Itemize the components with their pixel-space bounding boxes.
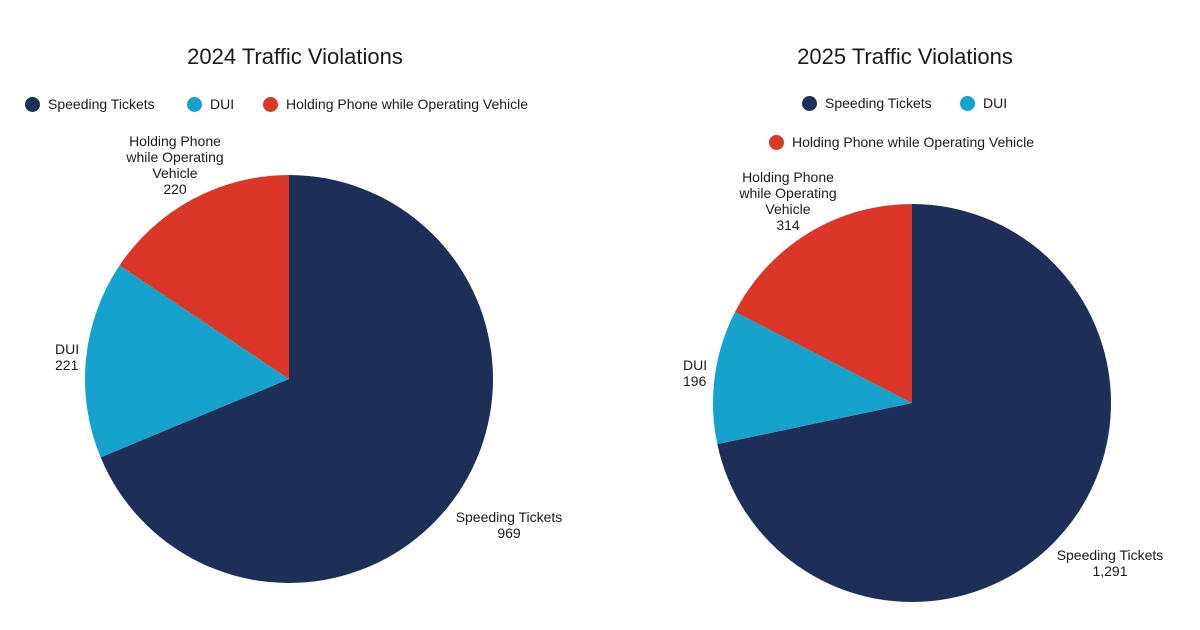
legend-label: Holding Phone while Operating Vehicle [286, 96, 529, 112]
chart-title: 2024 Traffic Violations [187, 44, 403, 69]
pie-chart: Speeding Tickets 1,291 DUI 196 Holding Phone… [683, 169, 1164, 602]
chart-2025: 2025 Traffic Violations Speeding Tickets… [610, 0, 1200, 630]
pie-slice-phone[interactable] [735, 203, 912, 403]
legend-item-speeding[interactable]: Speeding Tickets [802, 95, 932, 111]
legend-item-speeding[interactable]: Speeding Tickets [25, 96, 155, 112]
legend-item-phone[interactable]: Holding Phone while Operating Vehicle [263, 96, 528, 112]
data-label: Holding Phone while Operating Vehicle 314 [738, 169, 836, 233]
data-label: Holding Phone while Operating Vehicle 220 [125, 133, 223, 197]
data-label: Speeding Tickets 969 [456, 509, 563, 541]
legend-label: DUI [983, 95, 1008, 111]
chart-title: 2025 Traffic Violations [797, 44, 1013, 69]
pie-chart: Speeding Tickets 969 DUI 221 Holding Phone wh… [55, 133, 563, 583]
legend-item-dui[interactable]: DUI [960, 95, 1007, 111]
pie-slice-speeding[interactable] [100, 175, 493, 583]
legend-label: DUI [210, 96, 235, 112]
pie-slice-dui[interactable] [85, 265, 290, 458]
legend-marker-dui [187, 96, 202, 112]
legend-marker-phone [263, 96, 278, 112]
legend-label: Speeding Tickets [48, 96, 155, 112]
legend-item-phone[interactable]: Holding Phone while Operating Vehicle [769, 134, 1034, 150]
legend-label: Speeding Tickets [825, 95, 932, 111]
legend-marker-dui [960, 95, 975, 111]
legend-marker-speeding [25, 96, 40, 112]
legend-label: Holding Phone while Operating Vehicle [792, 134, 1035, 150]
legend-marker-phone [769, 134, 784, 150]
data-label: Speeding Tickets 1,291 [1057, 547, 1164, 579]
pie-slice-phone[interactable] [119, 175, 289, 379]
legend-item-dui[interactable]: DUI [187, 96, 234, 112]
data-label: DUI 221 [55, 341, 79, 373]
legend-marker-speeding [802, 95, 817, 111]
data-label: DUI 196 [683, 357, 707, 389]
pie-slice-speeding[interactable] [717, 204, 1111, 602]
chart-2024: 2024 Traffic Violations Speeding Tickets… [0, 0, 590, 630]
pie-slice-dui[interactable] [713, 311, 912, 445]
